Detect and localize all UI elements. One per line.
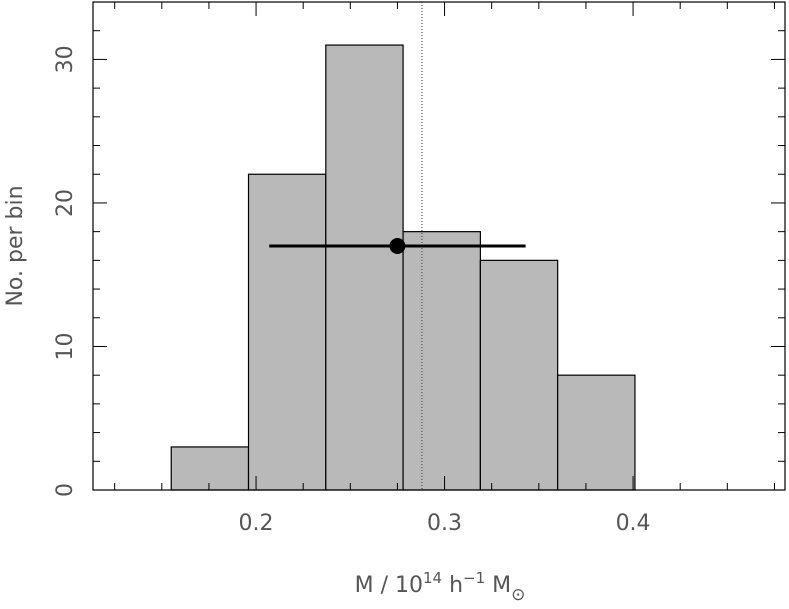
label-part: ⊙: [511, 585, 525, 605]
plot-frame: [92, 1, 786, 491]
y-tick-label: 0: [53, 483, 78, 497]
mean-point: [389, 238, 406, 254]
label-part: −1: [463, 569, 485, 587]
y-tick-label: 30: [53, 45, 78, 73]
bar: [557, 374, 636, 491]
label-part: h: [442, 573, 463, 598]
y-axis-label: No. per bin: [3, 185, 28, 306]
x-tick-label: 0.4: [616, 511, 651, 536]
bar: [170, 446, 250, 491]
x-axis-label: M / 1014 h−1 M⊙: [355, 569, 526, 605]
label-part: M / 10: [355, 573, 423, 598]
bar: [325, 44, 404, 491]
bar: [402, 231, 481, 491]
label-part: M: [485, 573, 511, 598]
y-tick-label: 10: [53, 332, 78, 360]
x-tick-label: 0.3: [427, 511, 462, 536]
y-tick-label: 20: [53, 189, 78, 217]
bar: [479, 259, 559, 491]
x-tick-label: 0.2: [239, 511, 274, 536]
label-part: 14: [423, 569, 442, 587]
bar: [247, 173, 327, 491]
